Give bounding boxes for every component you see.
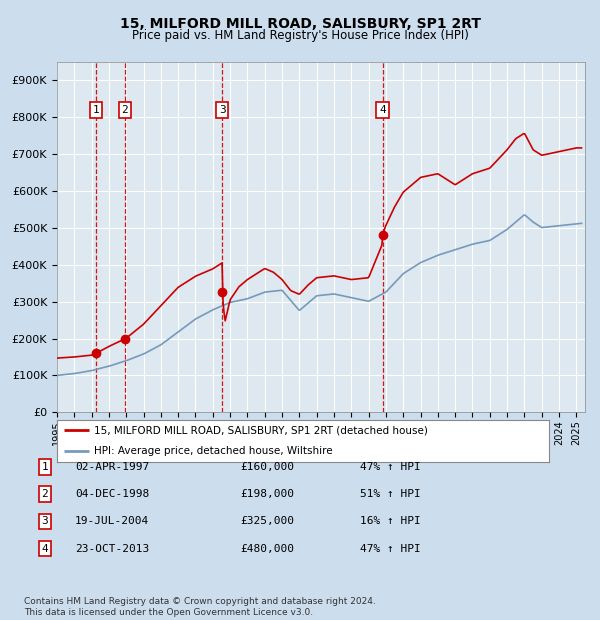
Text: 23-OCT-2013: 23-OCT-2013 [75, 544, 149, 554]
Text: 04-DEC-1998: 04-DEC-1998 [75, 489, 149, 499]
Text: 3: 3 [219, 105, 226, 115]
Text: HPI: Average price, detached house, Wiltshire: HPI: Average price, detached house, Wilt… [94, 446, 332, 456]
Text: 2: 2 [41, 489, 49, 499]
Text: 16% ↑ HPI: 16% ↑ HPI [360, 516, 421, 526]
Text: 4: 4 [379, 105, 386, 115]
Text: 15, MILFORD MILL ROAD, SALISBURY, SP1 2RT (detached house): 15, MILFORD MILL ROAD, SALISBURY, SP1 2R… [94, 425, 428, 435]
Text: 1: 1 [92, 105, 100, 115]
Text: 47% ↑ HPI: 47% ↑ HPI [360, 462, 421, 472]
Text: 19-JUL-2004: 19-JUL-2004 [75, 516, 149, 526]
Text: Contains HM Land Registry data © Crown copyright and database right 2024.
This d: Contains HM Land Registry data © Crown c… [24, 598, 376, 617]
Text: Price paid vs. HM Land Registry's House Price Index (HPI): Price paid vs. HM Land Registry's House … [131, 29, 469, 42]
Text: 2: 2 [121, 105, 128, 115]
Text: 02-APR-1997: 02-APR-1997 [75, 462, 149, 472]
Text: £160,000: £160,000 [240, 462, 294, 472]
Text: £325,000: £325,000 [240, 516, 294, 526]
Text: £198,000: £198,000 [240, 489, 294, 499]
Text: 15, MILFORD MILL ROAD, SALISBURY, SP1 2RT: 15, MILFORD MILL ROAD, SALISBURY, SP1 2R… [119, 17, 481, 30]
Text: 51% ↑ HPI: 51% ↑ HPI [360, 489, 421, 499]
Text: £480,000: £480,000 [240, 544, 294, 554]
Text: 3: 3 [41, 516, 49, 526]
Text: 4: 4 [41, 544, 49, 554]
Text: 47% ↑ HPI: 47% ↑ HPI [360, 544, 421, 554]
Text: 1: 1 [41, 462, 49, 472]
